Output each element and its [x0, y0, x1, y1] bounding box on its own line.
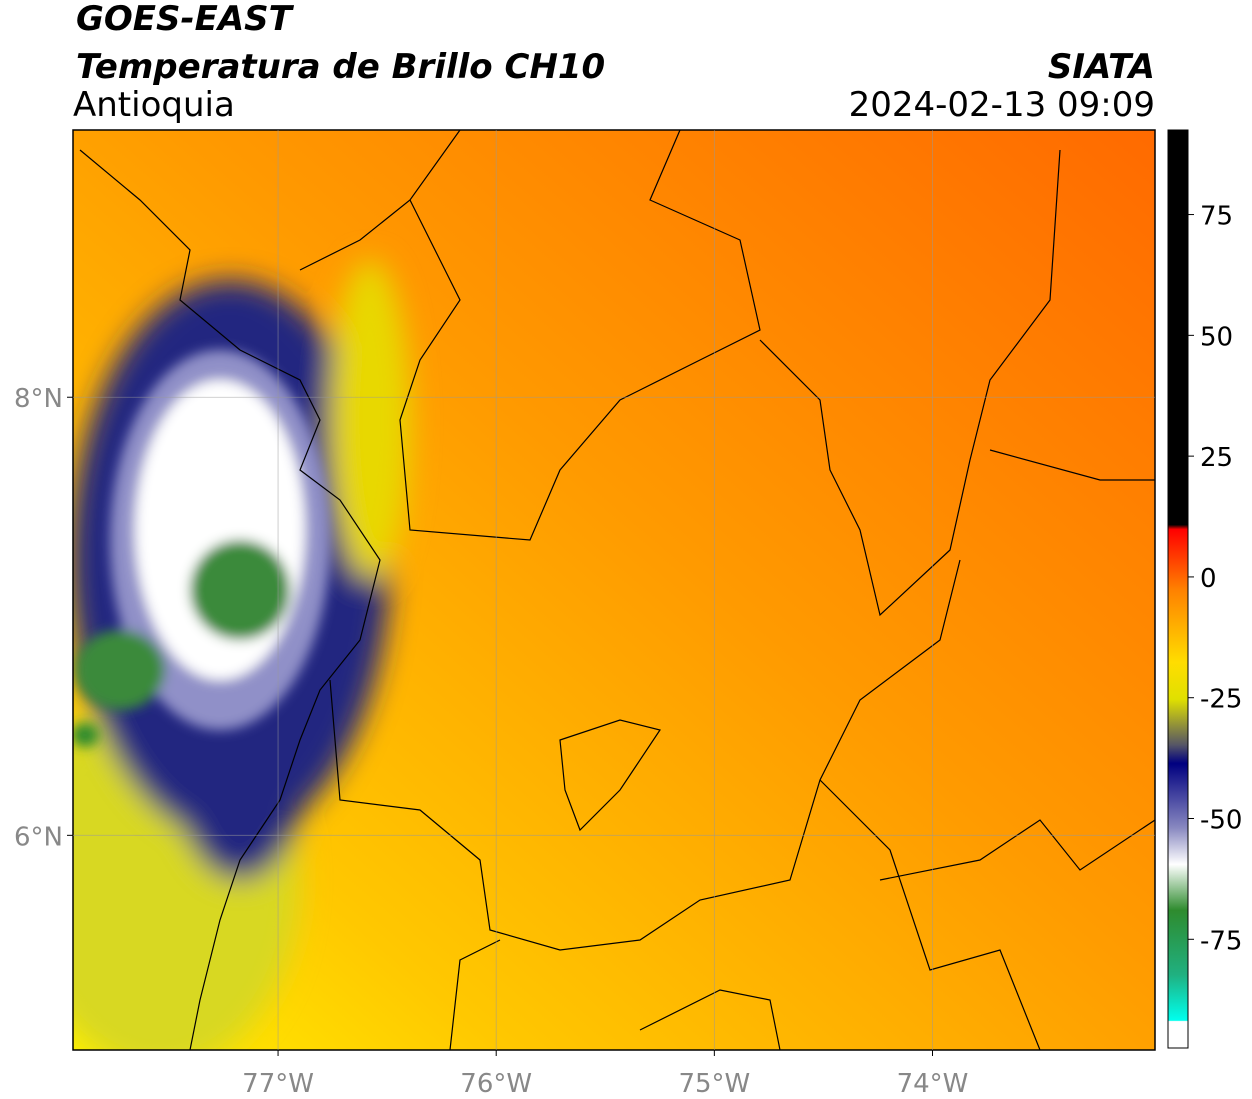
colorbar-tick-label: 50 [1200, 322, 1233, 352]
colorbar-tick-label: -25 [1200, 685, 1242, 715]
source: SIATA [1048, 47, 1155, 87]
colorbar [1167, 129, 1189, 1049]
colorbar-tick-label: -75 [1200, 926, 1242, 956]
y-tick-label: 6°N [14, 822, 63, 852]
x-tick-label: 74°W [897, 1069, 969, 1099]
colorbar-tick-label: 25 [1200, 443, 1233, 473]
x-tick-label: 76°W [460, 1069, 532, 1099]
subtitle: Temperatura de Brillo CH10 [76, 47, 605, 87]
colorbar-tick-label: 0 [1200, 564, 1217, 594]
timestamp: 2024-02-13 09:09 [849, 85, 1155, 125]
x-tick-label: 75°W [678, 1069, 750, 1099]
map-image [73, 130, 1155, 1050]
region: Antioquia [73, 85, 235, 125]
title: GOES-EAST [76, 0, 295, 39]
y-tick-label: 8°N [14, 384, 63, 414]
colorbar-tick-label: 75 [1200, 202, 1233, 232]
x-tick-label: 77°W [242, 1069, 314, 1099]
map-frame [72, 129, 1156, 1051]
colorbar-tick-label: -50 [1200, 806, 1242, 836]
